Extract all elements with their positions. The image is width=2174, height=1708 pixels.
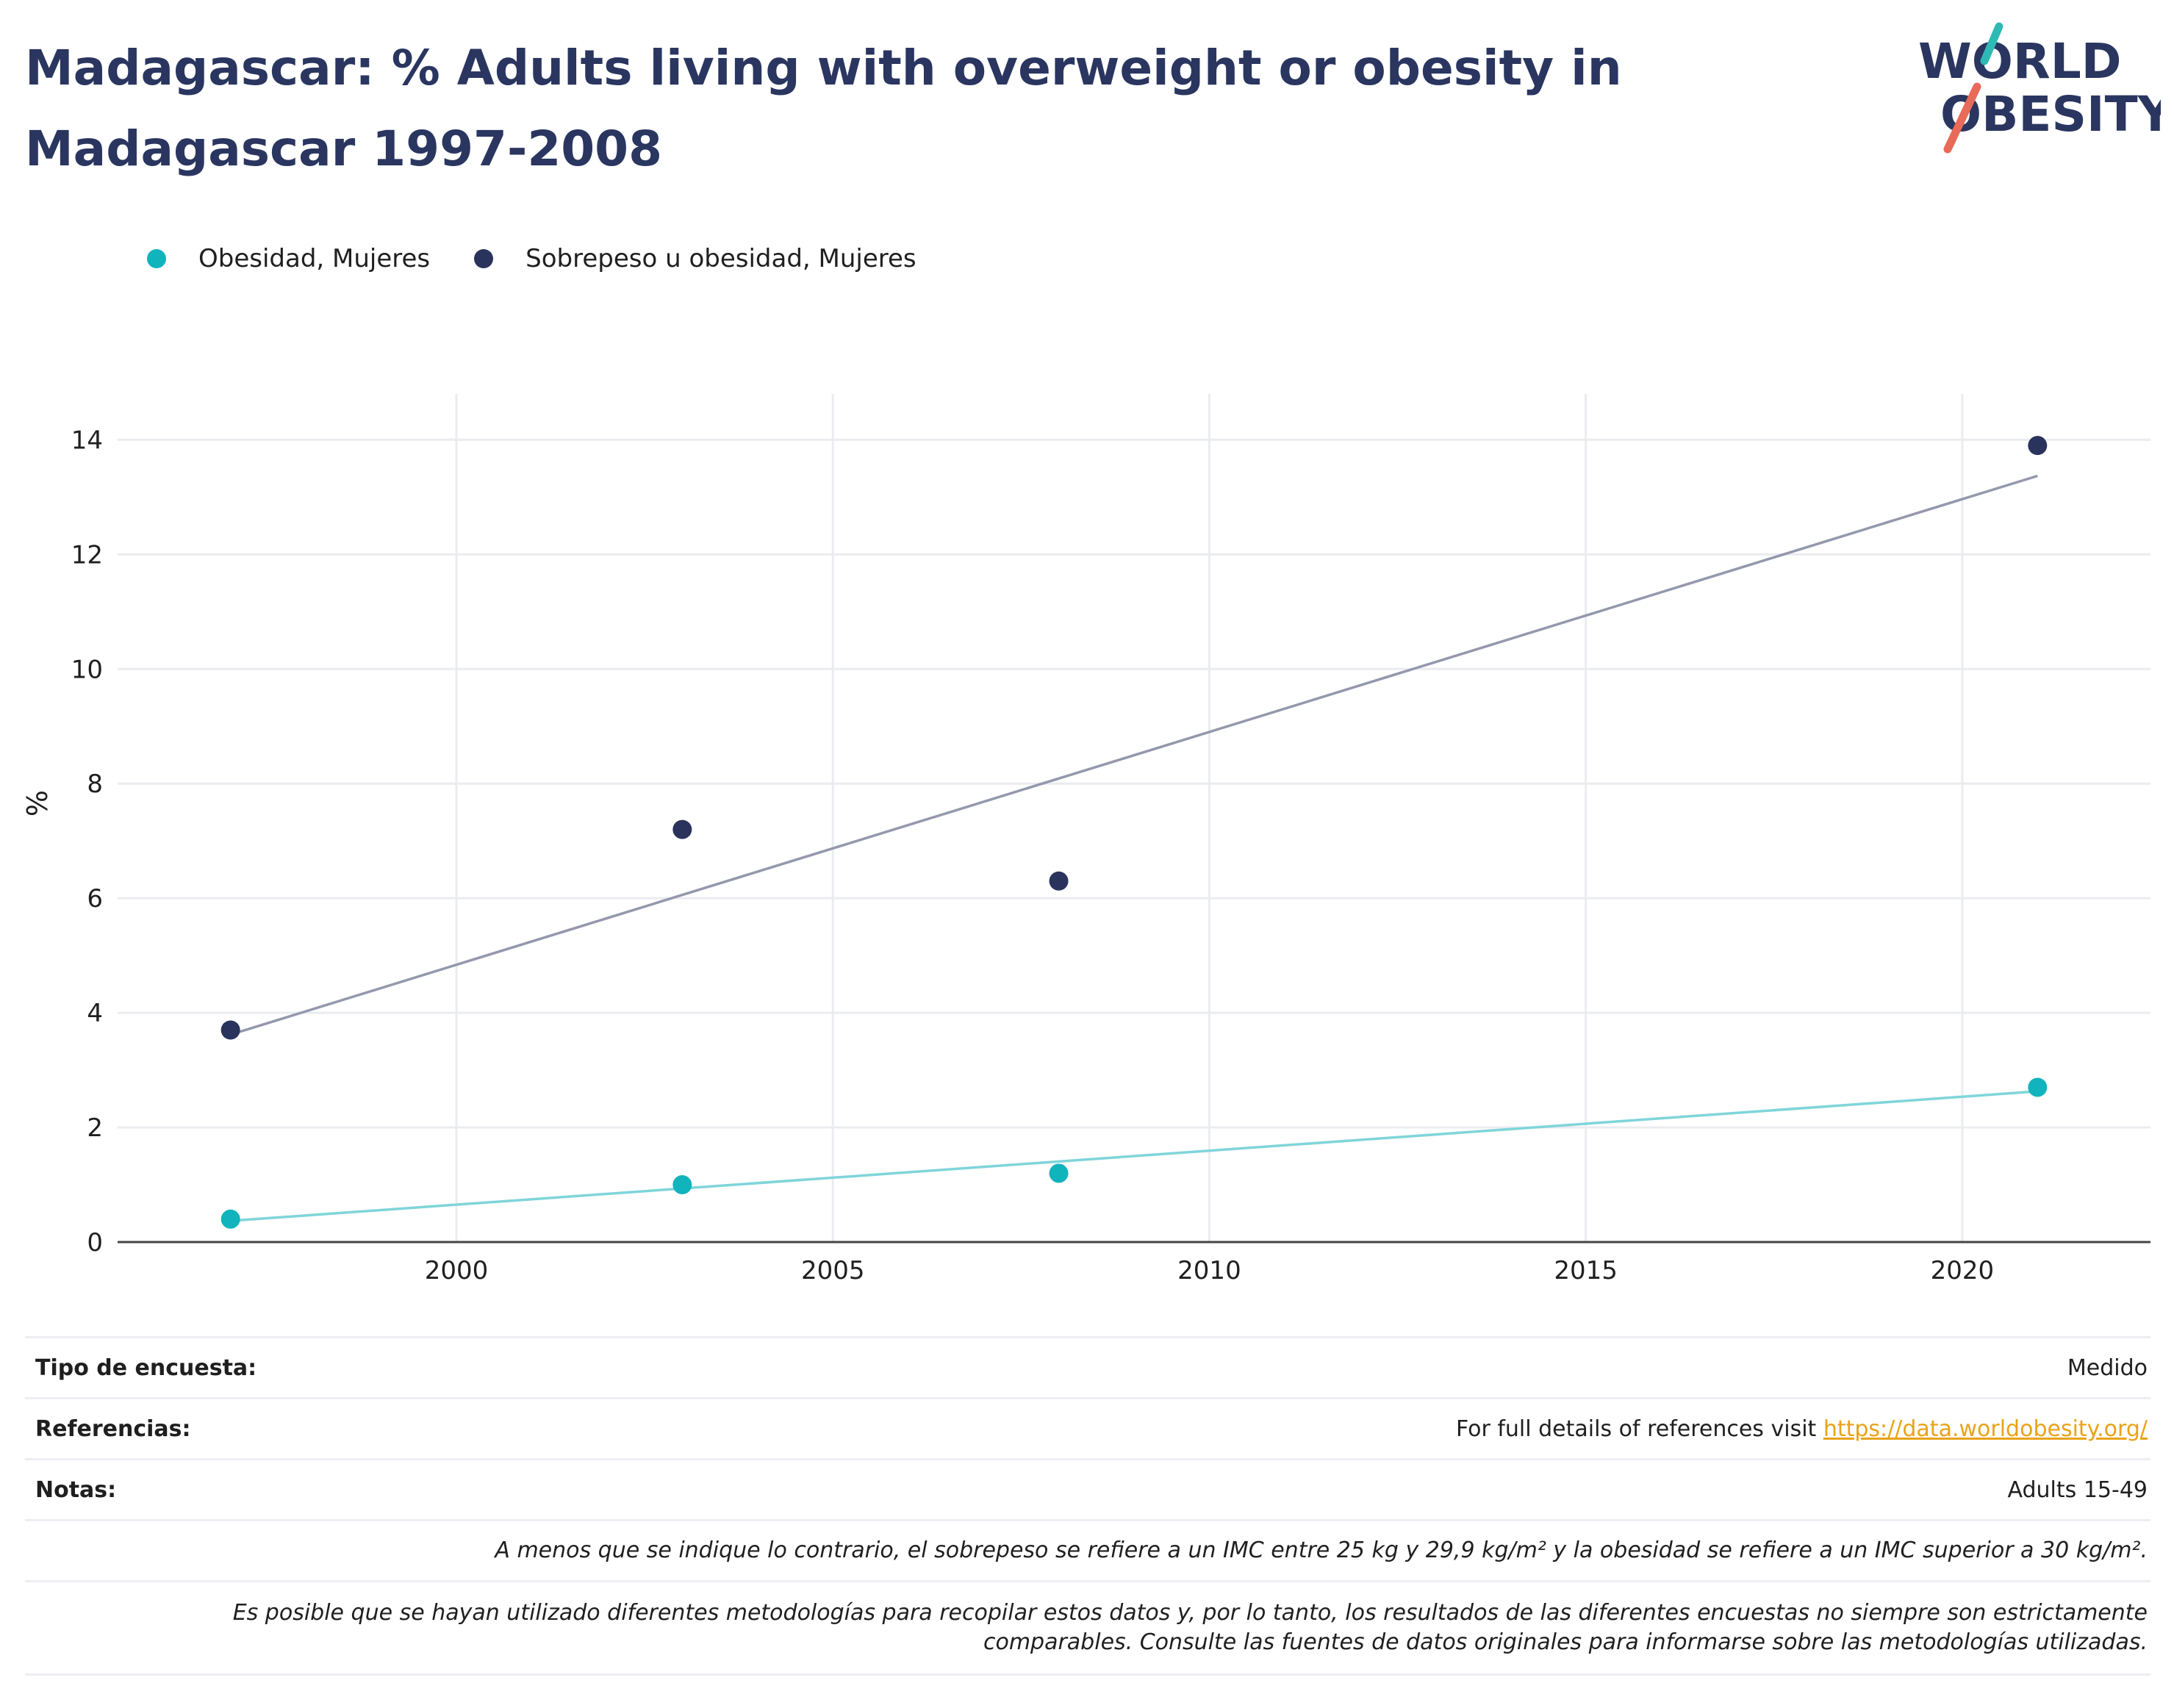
logo-slash-teal <box>1980 22 2003 65</box>
series-overweight <box>220 436 2048 1040</box>
y-tick-label: 12 <box>71 540 103 570</box>
meta-row-note2: Es posible que se hayan utilizado difere… <box>25 1580 2150 1676</box>
logo-line1: WORLD <box>1918 33 2122 90</box>
meta-row-references: Referencias: For full details of referen… <box>25 1397 2150 1458</box>
trendline-obesity <box>230 1090 2038 1222</box>
references-label: Referencias: <box>35 1415 191 1442</box>
y-axis-label: % <box>21 790 54 817</box>
legend-label-overweight: Sobrepeso u obesidad, Mujeres <box>525 244 916 273</box>
y-tick-label: 14 <box>71 426 103 455</box>
survey-type-label: Tipo de encuesta: <box>35 1354 257 1381</box>
bmi-definition-note: A menos que se indique lo contrario, el … <box>495 1537 2148 1563</box>
legend-marker-overweight <box>474 249 494 268</box>
data-point-overweight <box>1049 871 1069 891</box>
x-tick-label: 2005 <box>801 1256 865 1285</box>
x-tick-label: 2015 <box>1554 1256 1618 1285</box>
data-point-overweight <box>672 819 692 839</box>
grid-lines <box>118 394 2150 1242</box>
chart-legend: Obesidad, Mujeres Sobrepeso u obesidad, … <box>147 237 916 281</box>
survey-type-value: Medido <box>2067 1354 2148 1381</box>
references-link[interactable]: https://data.worldobesity.org/ <box>1823 1415 2148 1442</box>
world-obesity-logo: WORLD OBESITY <box>1918 22 2161 154</box>
x-tick-label: 2000 <box>425 1256 489 1285</box>
x-tick-label: 2020 <box>1931 1256 1995 1285</box>
y-tick-label: 0 <box>87 1228 103 1257</box>
data-point-overweight <box>220 1020 240 1040</box>
notes-label: Notas: <box>35 1476 117 1503</box>
data-point-obesity <box>220 1209 240 1229</box>
meta-row-survey: Tipo de encuesta: Medido <box>25 1336 2150 1397</box>
y-tick-label: 4 <box>87 999 103 1028</box>
legend-item-obesity[interactable]: Obesidad, Mujeres <box>147 244 430 273</box>
legend-label-obesity: Obesidad, Mujeres <box>198 244 431 273</box>
legend-item-overweight[interactable]: Sobrepeso u obesidad, Mujeres <box>474 244 916 273</box>
series-obesity <box>220 1077 2048 1229</box>
notes-value: Adults 15-49 <box>2007 1476 2148 1503</box>
logo-slash-coral <box>1943 82 1981 154</box>
meta-row-note1: A menos que se indique lo contrario, el … <box>25 1519 2150 1580</box>
chart-metadata-table: Tipo de encuesta: Medido Referencias: Fo… <box>25 1336 2150 1676</box>
data-point-obesity <box>2028 1077 2048 1097</box>
y-tick-label: 2 <box>87 1113 103 1143</box>
references-text: For full details of references visit <box>1455 1415 1823 1442</box>
y-tick-label: 6 <box>87 884 103 914</box>
scatter-chart: 0 2 4 6 8 10 12 14 2000 2005 2010 2015 2020% <box>21 394 2150 1285</box>
x-tick-label: 2010 <box>1177 1256 1241 1285</box>
y-tick-label: 10 <box>71 655 103 684</box>
methodology-note: Es posible que se hayan utilizado difere… <box>232 1600 2148 1655</box>
meta-row-notes: Notas: Adults 15-49 <box>25 1458 2150 1519</box>
trendline-overweight <box>230 474 2038 1036</box>
page-title: Madagascar: % Adults living with overwei… <box>25 40 1622 177</box>
references-value: For full details of references visit htt… <box>1456 1416 2148 1442</box>
legend-marker-obesity <box>147 249 166 268</box>
data-point-overweight <box>2028 436 2048 456</box>
data-point-obesity <box>1049 1163 1069 1183</box>
y-tick-label: 8 <box>87 769 103 799</box>
data-point-obesity <box>672 1175 692 1195</box>
